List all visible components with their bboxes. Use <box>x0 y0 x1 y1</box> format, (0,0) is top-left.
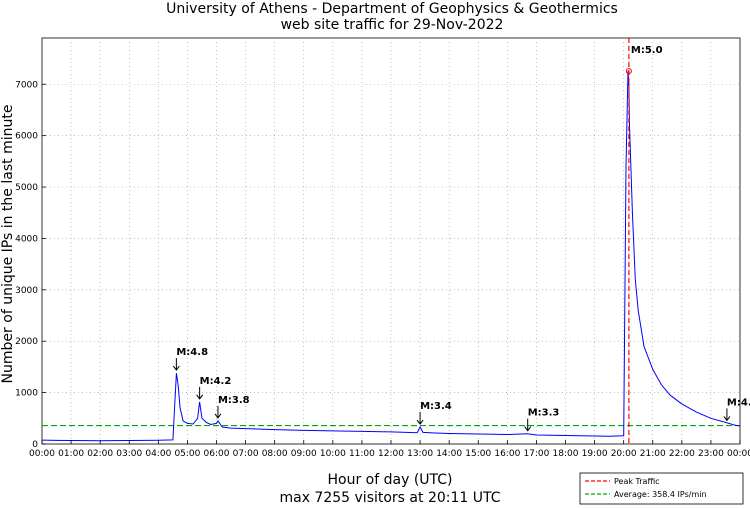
y-tick-label: 7000 <box>15 80 38 90</box>
x-tick-label: 20:00 <box>611 449 637 459</box>
quake-label: M:5.0 <box>631 45 663 56</box>
legend-average-label: Average: 358.4 IPs/min <box>614 490 707 499</box>
x-tick-label: 06:00 <box>204 449 230 459</box>
plot-area <box>41 38 741 444</box>
x-tick-label: 00:00 <box>727 449 750 459</box>
x-tick-label: 21:00 <box>640 449 666 459</box>
y-tick-label: 0 <box>32 440 38 450</box>
x-tick-label: 08:00 <box>262 449 288 459</box>
x-axis-sublabel: max 7255 visitors at 20:11 UTC <box>279 490 500 506</box>
y-tick-label: 2000 <box>15 337 38 347</box>
x-tick-label: 15:00 <box>465 449 491 459</box>
x-tick-label: 07:00 <box>233 449 259 459</box>
quake-arrow-head <box>524 426 532 432</box>
x-tick-label: 14:00 <box>436 449 462 459</box>
x-tick-label: 12:00 <box>378 449 404 459</box>
legend: Peak Traffic Average: 358.4 IPs/min <box>579 472 744 505</box>
x-tick-label: 09:00 <box>291 449 317 459</box>
x-tick-label: 16:00 <box>494 449 520 459</box>
quake-label: M:4.8 <box>176 347 208 358</box>
quake-arrow-head <box>196 394 204 400</box>
legend-box <box>579 472 744 505</box>
quake-label: M:3.4 <box>420 401 452 412</box>
earthquake-annotations: M:4.8 M:4.2 M:3.8 M:3.4 M:3.3 M:5.0 M:4.4 <box>172 45 750 432</box>
y-tick-label: 1000 <box>15 389 38 399</box>
x-tick-label: 00:00 <box>29 449 55 459</box>
x-tick-label: 22:00 <box>669 449 695 459</box>
quake-label: M:4.4 <box>727 397 750 408</box>
quake-label: M:3.8 <box>218 395 250 406</box>
quake-arrow-head <box>172 365 180 371</box>
x-tick-label: 17:00 <box>523 449 549 459</box>
x-tick-label: 03:00 <box>116 449 142 459</box>
quake-arrow-head <box>214 413 222 419</box>
x-tick-label: 01:00 <box>58 449 84 459</box>
y-tick-label: 5000 <box>15 183 38 193</box>
y-tick-label: 6000 <box>15 132 38 142</box>
quake-label: M:4.2 <box>200 376 232 387</box>
quake-label: M:3.3 <box>528 408 560 419</box>
peak-marker <box>625 68 632 75</box>
x-axis-label: Hour of day (UTC) <box>328 472 453 488</box>
y-axis-label: Number of unique IPs in the last minute <box>0 105 16 384</box>
x-tick-label: 19:00 <box>582 449 608 459</box>
x-tick-label: 05:00 <box>174 449 200 459</box>
chart-subtitle: web site traffic for 29-Nov-2022 <box>281 17 504 33</box>
x-tick-label: 18:00 <box>553 449 579 459</box>
x-tick-label: 13:00 <box>407 449 433 459</box>
quake-arrow-head <box>723 416 731 422</box>
y-tick-label: 4000 <box>15 234 38 244</box>
traffic-series-line <box>41 71 741 442</box>
x-tick-label: 04:00 <box>145 449 171 459</box>
y-tick-label: 3000 <box>15 286 38 296</box>
axis-ticks: 00:00 01:00 02:00 03:00 04:00 05:00 06:00 07:00… <box>15 80 750 459</box>
x-tick-label: 23:00 <box>698 449 724 459</box>
x-tick-label: 11:00 <box>349 449 375 459</box>
quake-arrow-head <box>416 419 424 425</box>
grid-lines <box>41 37 741 445</box>
x-tick-label: 02:00 <box>87 449 113 459</box>
x-tick-label: 10:00 <box>320 449 346 459</box>
chart-title: University of Athens - Department of Geo… <box>166 1 618 17</box>
legend-peak-label: Peak Traffic <box>614 477 660 486</box>
